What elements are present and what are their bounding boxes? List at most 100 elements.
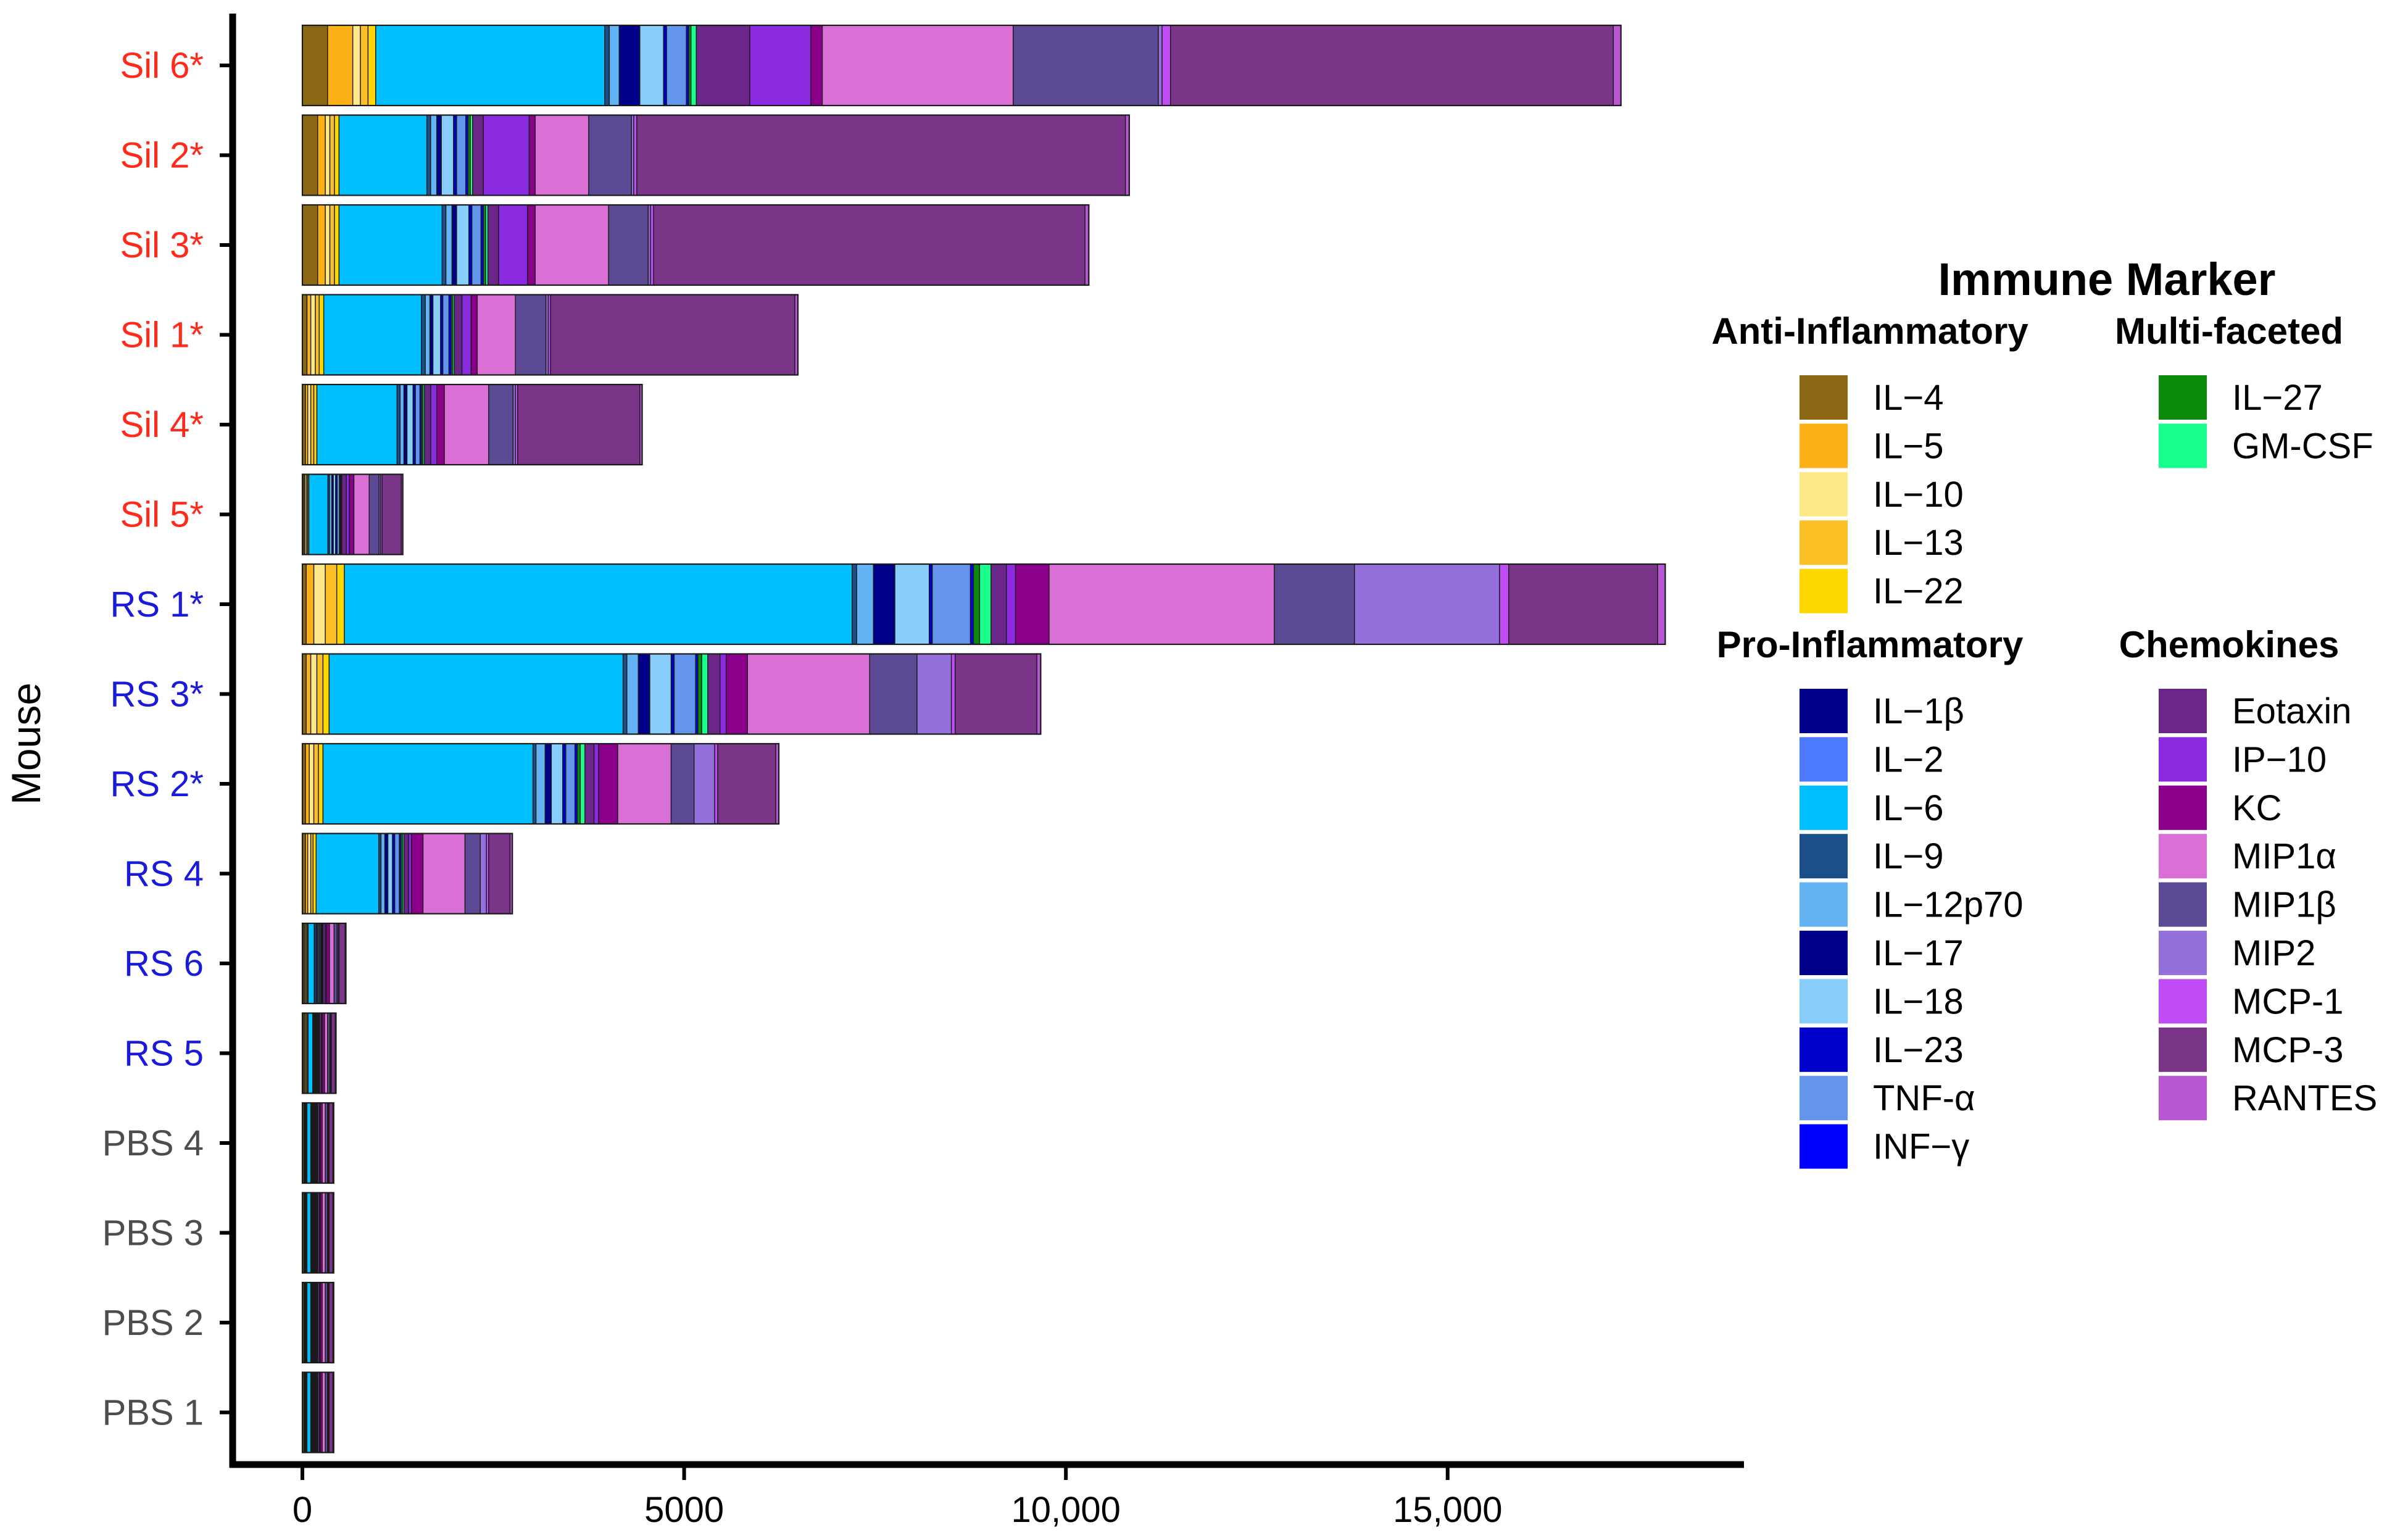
segment-il-18-rs-1 xyxy=(894,563,930,645)
segment-kc-sil-5 xyxy=(349,473,355,555)
segment-il-22-rs-2 xyxy=(318,743,324,825)
segment-il-9-sil-1 xyxy=(421,294,426,376)
segment-il-6-pbs-3 xyxy=(306,1192,312,1274)
legend-swatch-il-1 xyxy=(1798,688,1849,734)
y-tick-label-pbs-1: PBS 1 xyxy=(102,1393,204,1433)
segment-mip1-sil-5 xyxy=(368,473,380,555)
segment-mip1-rs-5 xyxy=(324,1012,328,1094)
segment-il-6-pbs-1 xyxy=(306,1371,312,1453)
bar-sil-5 xyxy=(301,473,404,555)
legend-label-il-17: IL−17 xyxy=(1873,933,1964,973)
segment-tnf-rs-2 xyxy=(565,743,576,825)
bar-pbs-3 xyxy=(301,1192,334,1274)
bars-layer xyxy=(301,24,1666,1453)
x-tick-label-10000: 10,000 xyxy=(1011,1490,1120,1530)
segment-il-10-rs-3 xyxy=(310,653,318,735)
segment-eotaxin-rs-3 xyxy=(707,653,721,735)
segment-il-18-sil-1 xyxy=(432,294,441,376)
segment-il-10-sil-4 xyxy=(307,384,312,465)
legend-swatch-ip-10 xyxy=(2157,736,2208,783)
segment-mcp-3-pbs-3 xyxy=(328,1192,334,1274)
segment-kc-rs-6 xyxy=(326,923,330,1004)
segment-il-22-sil-2 xyxy=(334,114,340,196)
segment-mip1-rs-3 xyxy=(869,653,918,735)
segment-mip1-sil-6 xyxy=(1013,25,1159,106)
segment-mip1-rs-4 xyxy=(464,833,481,915)
segment-il-22-sil-6 xyxy=(367,25,376,106)
segment-il-22-sil-3 xyxy=(334,204,340,286)
segment-il-13-rs-3 xyxy=(316,653,324,735)
segment-il-10-sil-3 xyxy=(325,204,331,286)
segment-il-17-rs-2 xyxy=(544,743,552,825)
legend-title: Immune Marker xyxy=(1938,254,2276,305)
legend-group-title: Anti-Inflammatory xyxy=(1711,310,2028,352)
segment-mcp-3-sil-1 xyxy=(550,294,795,376)
segment-il-6-rs-2 xyxy=(322,743,534,825)
x-tick-label-0: 0 xyxy=(293,1490,312,1530)
segment-il-18-sil-2 xyxy=(441,114,454,196)
segment-mip1-rs-1 xyxy=(1048,563,1275,645)
segment-il-17-rs-3 xyxy=(637,653,650,735)
legend-swatch-il-18 xyxy=(1798,978,1849,1025)
y-tick-label-rs-2: RS 2* xyxy=(110,764,204,804)
bar-outline-sil-1 xyxy=(301,294,799,376)
y-tick-label-rs-1: RS 1* xyxy=(110,584,204,625)
y-tick-label-pbs-2: PBS 2 xyxy=(102,1303,204,1343)
legend-group-title: Multi-faceted xyxy=(2115,310,2343,352)
segment-ip-10-sil-6 xyxy=(749,25,812,106)
segment-eotaxin-sil-6 xyxy=(695,25,750,106)
legend-swatch-il-5 xyxy=(1798,422,1849,470)
bar-rs-5 xyxy=(301,1012,337,1094)
y-tick-label-rs-5: RS 5 xyxy=(124,1034,204,1074)
bar-rs-1 xyxy=(301,563,1666,646)
segment-kc-sil-6 xyxy=(810,25,823,106)
legend-group-multi-faceted: Multi-faceted IL−27 GM-CSF xyxy=(2115,310,2373,470)
legend-swatch-il-23 xyxy=(1798,1026,1849,1073)
legend-swatch-tnf xyxy=(1798,1075,1849,1122)
segment-gm-csf-rs-2 xyxy=(579,743,586,825)
legend-swatch-il-6 xyxy=(1798,784,1849,831)
segment-il-17-sil-2 xyxy=(436,114,442,196)
segment-ip-10-sil-3 xyxy=(498,204,528,286)
bar-outline-sil-4 xyxy=(301,383,643,466)
segment-il-22-sil-4 xyxy=(313,384,318,465)
segment-il-10-rs-1 xyxy=(313,563,326,645)
bar-outline-rs-1 xyxy=(301,563,1666,646)
bar-outline-sil-5 xyxy=(301,473,404,555)
segment-gm-csf-sil-6 xyxy=(691,25,697,106)
legend-label-mcp-3: MCP-3 xyxy=(2232,1030,2343,1070)
y-tick-label-pbs-3: PBS 3 xyxy=(102,1213,204,1253)
legend-label-il-5: IL−5 xyxy=(1873,426,1944,466)
segment-mip1-pbs-1 xyxy=(322,1371,326,1453)
legend-swatch-il-13 xyxy=(1798,519,1849,567)
segment-il-9-sil-6 xyxy=(604,25,610,106)
legend-swatch-il-4 xyxy=(1798,374,1849,421)
legend-label-il-27: IL−27 xyxy=(2232,378,2323,418)
legend-swatch-gm-csf xyxy=(2157,422,2208,470)
legend-label-eotaxin: Eotaxin xyxy=(2232,691,2351,731)
segment-mip2-rs-3 xyxy=(916,653,952,735)
segment-mip1-sil-3 xyxy=(534,204,609,286)
segment-mcp-1-sil-2 xyxy=(633,114,637,196)
y-tick-label-sil-4: Sil 4* xyxy=(120,405,204,445)
segment-il-13-sil-6 xyxy=(360,25,369,106)
legend-label-il-1: IL−1β xyxy=(1873,691,1964,731)
segment-il-5-sil-3 xyxy=(317,204,326,286)
legend-swatch-eotaxin xyxy=(2157,688,2208,734)
segment-ip-10-rs-4 xyxy=(408,833,412,915)
segment-il-12p70-sil-4 xyxy=(399,384,405,465)
segment-eotaxin-sil-3 xyxy=(487,204,499,286)
legend-label-rantes: RANTES xyxy=(2232,1078,2377,1118)
legend-swatch-mip1 xyxy=(2157,833,2208,880)
segment-mcp-3-sil-2 xyxy=(636,114,1126,196)
segment-il-23-sil-6 xyxy=(663,25,667,106)
segment-il-9-sil-2 xyxy=(426,114,431,196)
legend-group-chemokines: Chemokines Eotaxin IP−10 KC MIP1α MIP1β MIP2 MC… xyxy=(2119,624,2377,1122)
bar-pbs-1 xyxy=(301,1371,334,1453)
legend-group-title: Chemokines xyxy=(2119,624,2339,665)
segment-mip2-rs-4 xyxy=(480,833,487,915)
segment-mcp-3-rs-2 xyxy=(717,743,776,825)
y-tick-label-rs-6: RS 6 xyxy=(124,944,204,984)
segment-mip1-sil-3 xyxy=(608,204,649,286)
segment-il-6-rs-6 xyxy=(307,923,315,1004)
